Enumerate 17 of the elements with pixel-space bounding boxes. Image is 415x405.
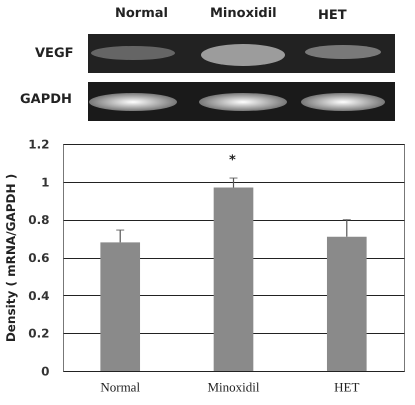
text: GAPDH (20, 92, 72, 107)
y-tick-label: 1.2 (28, 138, 50, 152)
text: Normal (115, 6, 168, 21)
y-tick-label: 1 (41, 175, 50, 190)
x-tick-label: Minoxidil (207, 380, 260, 394)
y-tick-label: 0 (41, 364, 50, 378)
text: Minoxidil (210, 6, 277, 21)
y-tick-label: 0.2 (28, 326, 50, 341)
y-axis-title: Density ( mRNA/GAPDH ) (4, 174, 18, 342)
annotation: * (229, 153, 236, 168)
text: HET (318, 8, 347, 23)
y-tick-label: 0.6 (28, 251, 50, 265)
x-tick-label: Normal (100, 380, 140, 394)
y-tick-label: 0.4 (28, 288, 50, 303)
x-tick-label: HET (334, 380, 360, 394)
text: VEGF (35, 46, 74, 61)
y-tick-label: 0.8 (28, 213, 50, 228)
